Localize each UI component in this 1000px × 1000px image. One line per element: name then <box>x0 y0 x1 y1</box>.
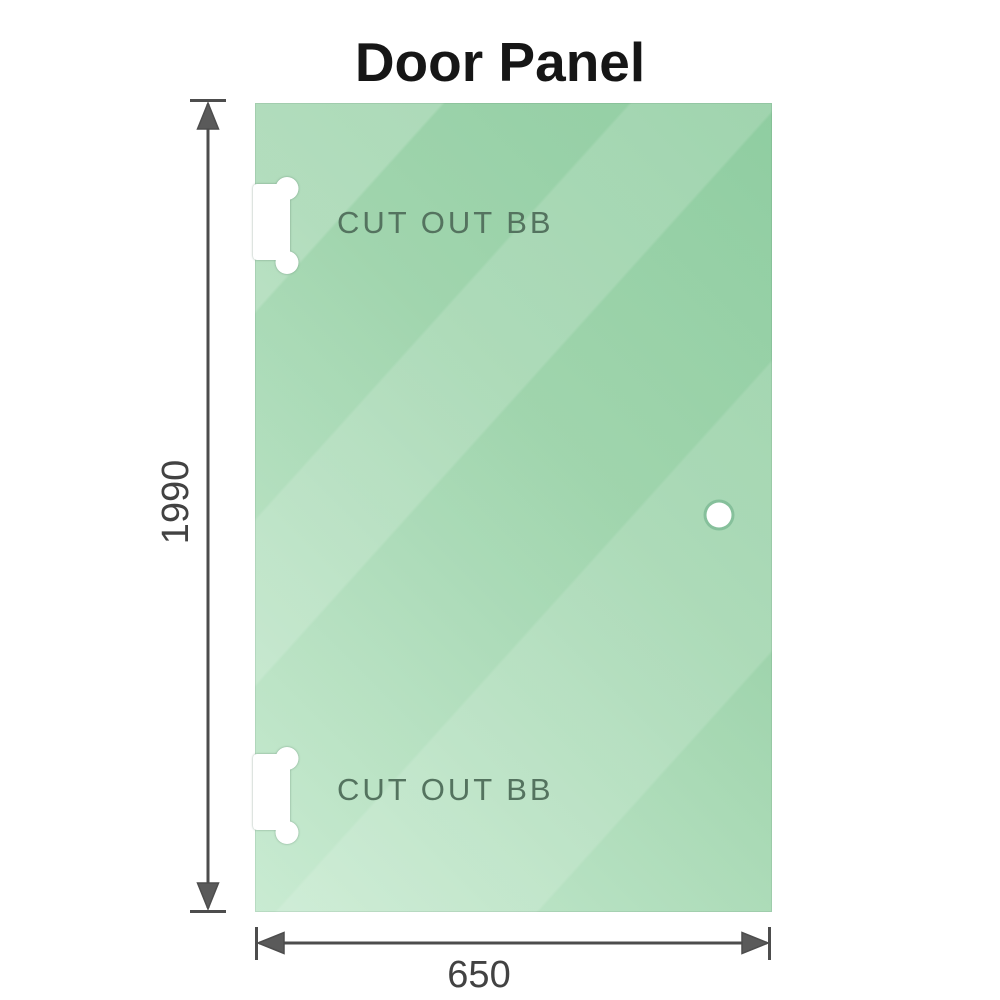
up-arrowhead-icon <box>196 100 220 130</box>
down-arrowhead-icon <box>196 882 220 912</box>
width-dimension-label: 650 <box>447 954 511 996</box>
hinge-cutout-hole-bottom <box>275 251 299 274</box>
cutout-label-bottom: CUT OUT BB <box>337 772 554 807</box>
hinge-cutout-bottom <box>253 747 299 844</box>
hinge-cutout-hole-bottom <box>275 821 299 844</box>
handle-hole <box>703 499 735 531</box>
hinge-cutout-rect <box>253 184 290 260</box>
cutout-label-top: CUT OUT BB <box>337 205 554 240</box>
left-arrowhead-icon <box>255 931 285 955</box>
hinge-cutout-top <box>253 177 299 274</box>
hinge-cutout-hole-top <box>275 177 299 200</box>
page-title: Door Panel <box>354 31 646 93</box>
hinge-cutout-hole-top <box>275 747 299 770</box>
height-dimension-label: 1990 <box>155 459 197 545</box>
hinge-cutout-rect <box>253 754 290 830</box>
right-arrowhead-icon <box>741 931 771 955</box>
handle-hole-bore <box>706 502 732 528</box>
glass-panel <box>253 103 772 912</box>
